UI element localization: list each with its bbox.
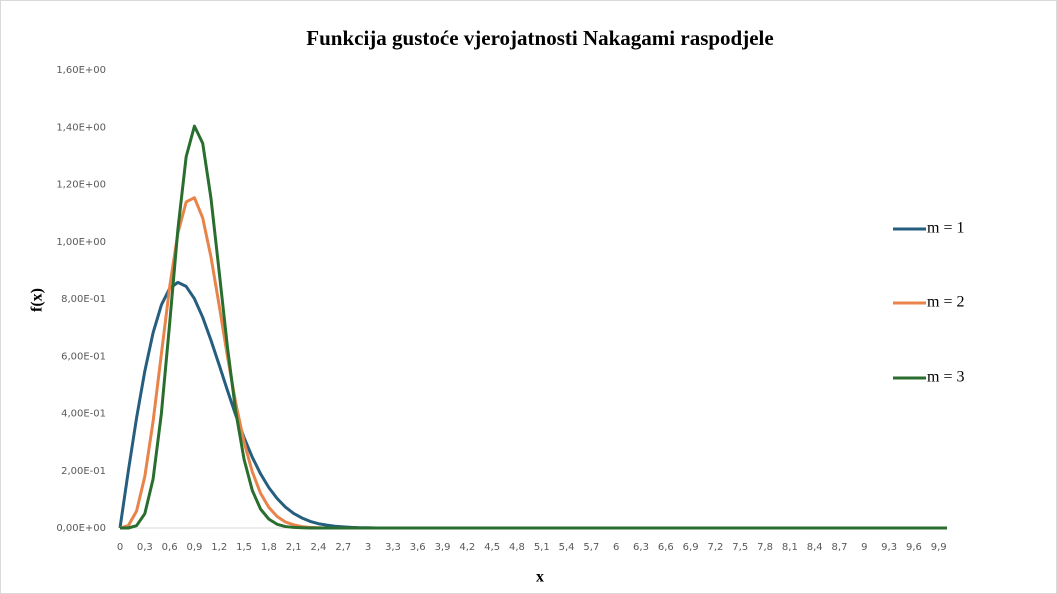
legend-label: m = 3 [927, 369, 964, 386]
x-tick-label: 4,8 [509, 542, 525, 553]
x-tick-label: 7,8 [757, 542, 773, 553]
x-axis-label: x [536, 569, 544, 586]
x-tick-label: 7,5 [732, 542, 748, 553]
x-tick-label: 3,6 [410, 542, 426, 553]
x-tick-label: 5,7 [583, 542, 599, 553]
y-tick-label: 0,00E+00 [56, 523, 106, 534]
chart-title: Funkcija gustoće vjerojatnosti Nakagami … [306, 26, 773, 50]
y-tick-label: 2,00E-01 [61, 466, 106, 477]
x-tick-label: 8,4 [807, 542, 823, 553]
y-tick-label: 8,00E-01 [61, 294, 106, 305]
x-tick-label: 8,1 [782, 542, 798, 553]
x-tick-label: 0,6 [162, 542, 178, 553]
x-tick-label: 5,1 [534, 542, 550, 553]
y-tick-label: 4,00E-01 [61, 409, 106, 420]
x-tick-label: 5,4 [559, 542, 575, 553]
y-axis-label: f(x) [29, 288, 46, 312]
legend-label: m = 1 [927, 220, 964, 237]
y-tick-label: 1,40E+00 [56, 122, 106, 133]
x-tick-label: 6,9 [683, 542, 699, 553]
x-tick-label: 3,3 [385, 542, 401, 553]
y-tick-label: 1,20E+00 [56, 180, 106, 191]
x-tick-label: 3 [365, 542, 371, 553]
x-tick-label: 1,8 [261, 542, 277, 553]
y-tick-label: 6,00E-01 [61, 351, 106, 362]
x-tick-label: 6,3 [633, 542, 649, 553]
y-tick-label: 1,00E+00 [56, 237, 106, 248]
x-tick-label: 1,2 [211, 542, 227, 553]
x-tick-label: 1,5 [236, 542, 252, 553]
x-tick-label: 0,9 [186, 542, 202, 553]
x-tick-label: 0,3 [137, 542, 153, 553]
x-tick-label: 9,9 [931, 542, 947, 553]
x-tick-label: 0 [117, 542, 123, 553]
x-tick-label: 6,6 [658, 542, 674, 553]
x-tick-label: 3,9 [435, 542, 451, 553]
x-tick-label: 7,2 [707, 542, 723, 553]
x-tick-label: 2,1 [286, 542, 302, 553]
x-tick-label: 9,6 [906, 542, 922, 553]
y-tick-label: 1,60E+00 [56, 65, 106, 76]
x-tick-label: 8,7 [832, 542, 848, 553]
x-tick-label: 6 [613, 542, 619, 553]
x-tick-label: 9,3 [881, 542, 897, 553]
x-tick-label: 4,5 [484, 542, 500, 553]
series-line [120, 124, 947, 530]
x-tick-label: 4,2 [459, 542, 475, 553]
x-tick-label: 2,7 [335, 542, 351, 553]
x-tick-label: 2,4 [311, 542, 327, 553]
x-tick-label: 9 [861, 542, 867, 553]
legend-label: m = 2 [927, 294, 964, 311]
